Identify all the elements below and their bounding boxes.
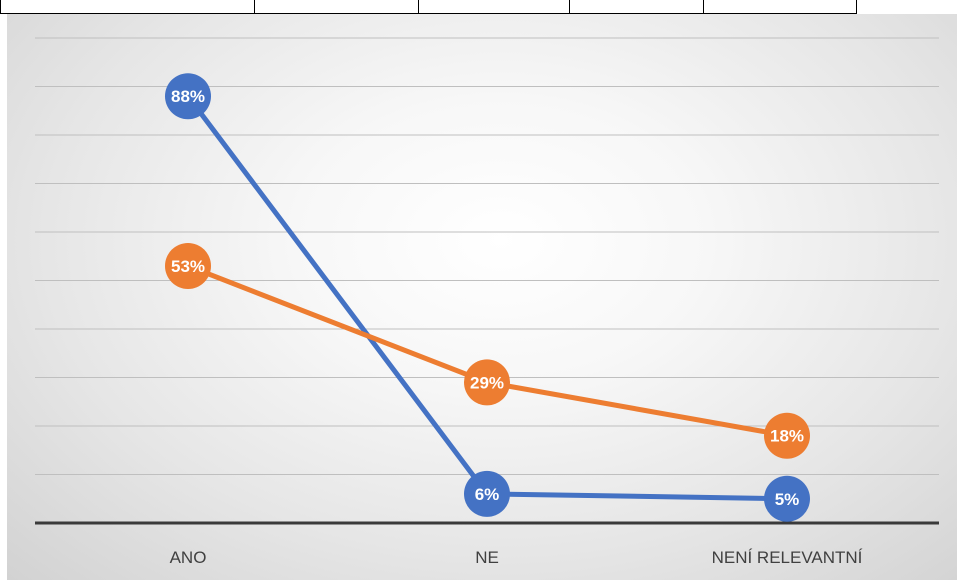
series-1-point	[165, 73, 211, 120]
series-2-point	[165, 242, 211, 289]
data-label: 88%	[171, 87, 205, 106]
line-chart: 88% 6% 5% 53% 29% 18% ANO NE NENÍ RELEVANTNÍ	[35, 37, 939, 567]
series-lines	[185, 93, 790, 502]
chart-area: 88% 6% 5% 53% 29% 18% ANO NE NENÍ RELEVANTNÍ	[7, 14, 957, 580]
data-label: 18%	[770, 427, 804, 446]
category-labels: ANO NE NENÍ RELEVANTNÍ	[170, 548, 863, 567]
x-tick-label: NE	[475, 548, 499, 567]
data-label: 29%	[470, 373, 504, 392]
series-2-line	[185, 263, 790, 439]
x-tick-label: ANO	[170, 548, 207, 567]
series-2-point	[764, 412, 810, 459]
data-label: 6%	[475, 485, 500, 504]
series-markers: 88% 6% 5% 53% 29% 18%	[165, 73, 810, 522]
data-label: 5%	[775, 490, 800, 509]
series-1-point	[464, 470, 510, 517]
series-2-point	[464, 359, 510, 406]
data-label: 53%	[171, 257, 205, 276]
gridlines	[35, 37, 939, 525]
x-tick-label: NENÍ RELEVANTNÍ	[712, 548, 863, 567]
series-1-line	[185, 93, 790, 502]
table-border-strip	[0, 0, 957, 14]
series-1-point	[764, 475, 810, 522]
